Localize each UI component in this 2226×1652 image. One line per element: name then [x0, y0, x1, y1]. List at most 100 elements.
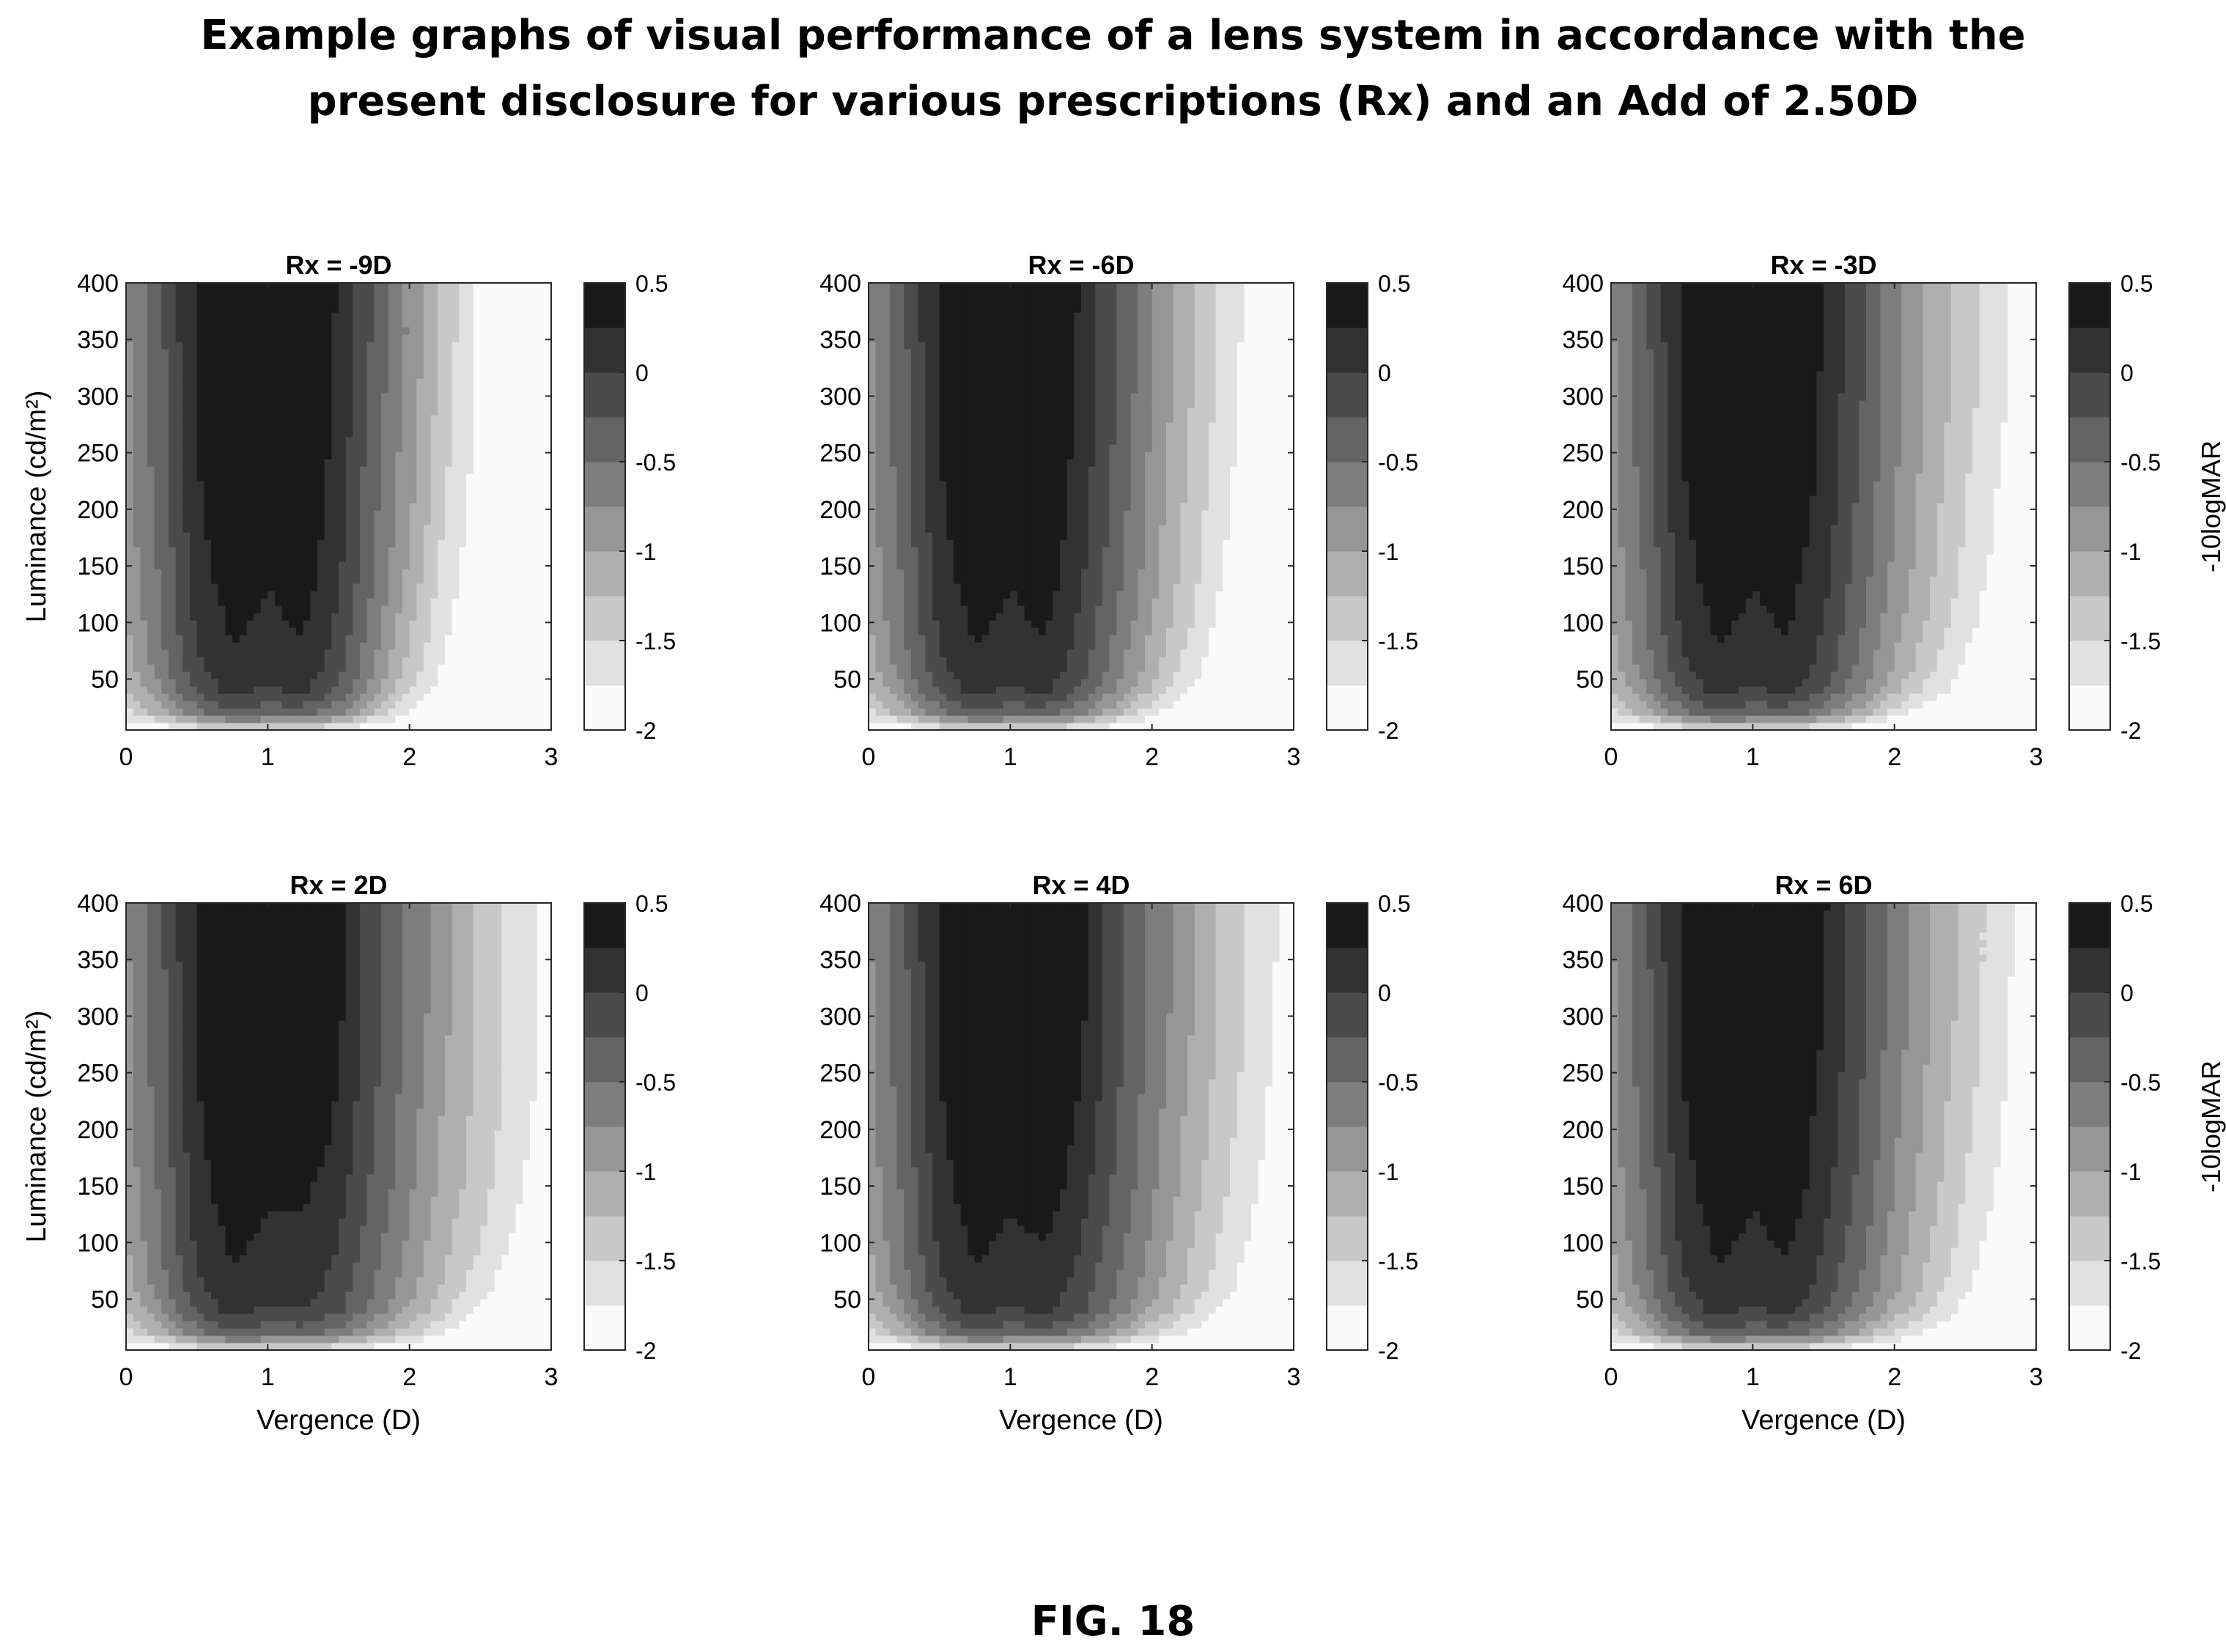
contour-cell — [268, 657, 275, 665]
contour-cell — [346, 459, 353, 467]
contour-cell — [410, 415, 417, 423]
contour-cell — [140, 657, 147, 665]
contour-cell — [946, 635, 954, 643]
contour-cell — [480, 613, 487, 621]
contour-cell — [495, 305, 502, 313]
contour-cell — [310, 386, 317, 394]
contour-cell — [126, 349, 133, 357]
contour-cell — [459, 371, 466, 379]
contour-cell — [487, 305, 495, 313]
contour-cell — [996, 620, 1003, 628]
contour-cell — [897, 649, 904, 657]
contour-cell — [254, 386, 261, 394]
contour-cell — [869, 415, 876, 423]
contour-cell — [381, 495, 388, 504]
contour-cell — [1003, 356, 1011, 364]
contour-cell — [169, 525, 176, 533]
contour-cell — [303, 686, 311, 694]
contour-cell — [918, 510, 926, 518]
contour-cell — [367, 576, 375, 584]
contour-cell — [925, 327, 932, 335]
contour-cell — [402, 488, 410, 496]
contour-cell — [317, 649, 325, 657]
contour-cell — [261, 305, 268, 313]
contour-cell — [940, 305, 947, 313]
contour-cell — [1003, 598, 1011, 606]
contour-cell — [911, 576, 918, 584]
contour-cell — [438, 495, 445, 504]
contour-cell — [918, 591, 926, 599]
contour-cell — [523, 422, 530, 430]
contour-cell — [261, 635, 268, 643]
contour-cell — [516, 627, 523, 635]
contour-cell — [487, 510, 495, 518]
contour-cell — [374, 451, 381, 460]
contour-cell — [975, 525, 982, 533]
contour-cell — [424, 510, 431, 518]
contour-cell — [537, 444, 545, 452]
contour-cell — [968, 693, 975, 701]
contour-cell — [530, 649, 537, 657]
contour-cell — [869, 378, 876, 386]
contour-cell — [495, 495, 502, 504]
contour-cell — [367, 283, 375, 291]
contour-cell — [126, 283, 133, 291]
contour-cell — [169, 605, 176, 613]
contour-cell — [346, 429, 353, 438]
contour-cell — [882, 686, 890, 694]
contour-cell — [480, 334, 487, 342]
contour-cell — [509, 620, 516, 628]
contour-cell — [126, 429, 133, 438]
contour-cell — [989, 547, 996, 555]
contour-cell — [254, 517, 261, 526]
contour-cell — [254, 569, 261, 577]
contour-cell — [932, 327, 940, 335]
contour-cell — [232, 539, 240, 547]
contour-cell — [968, 701, 975, 709]
contour-cell — [890, 320, 897, 328]
contour-cell — [452, 290, 460, 298]
contour-cell — [268, 415, 275, 423]
contour-cell — [509, 437, 516, 445]
contour-cell — [232, 532, 240, 540]
contour-cell — [275, 320, 282, 328]
contour-cell — [331, 327, 339, 335]
contour-cell — [211, 298, 218, 306]
contour-cell — [317, 554, 325, 562]
contour-cell — [126, 679, 133, 687]
contour-cell — [289, 334, 296, 342]
contour-cell — [537, 437, 545, 445]
contour-cell — [530, 627, 537, 635]
contour-cell — [183, 503, 190, 511]
contour-cell — [473, 561, 481, 569]
contour-cell — [523, 342, 530, 350]
contour-cell — [225, 605, 232, 613]
contour-cell — [982, 466, 989, 474]
contour-cell — [360, 671, 367, 679]
contour-cell — [897, 364, 904, 372]
contour-cell — [197, 422, 204, 430]
contour-cell — [204, 503, 211, 511]
contour-cell — [495, 635, 502, 643]
contour-cell — [339, 605, 346, 613]
contour-cell — [1003, 510, 1011, 518]
contour-cell — [155, 371, 162, 379]
contour-cell — [473, 517, 481, 526]
contour-cell — [388, 539, 396, 547]
contour-cell — [275, 298, 282, 306]
contour-cell — [516, 517, 523, 526]
contour-cell — [975, 408, 982, 416]
contour-cell — [133, 649, 141, 657]
contour-cell — [876, 693, 883, 701]
contour-cell — [161, 503, 169, 511]
contour-cell — [261, 664, 268, 672]
contour-cell — [523, 561, 530, 569]
contour-cell — [197, 569, 204, 577]
contour-cell — [876, 598, 883, 606]
contour-cell — [431, 451, 438, 460]
contour-cell — [268, 576, 275, 584]
contour-cell — [339, 415, 346, 423]
contour-cell — [982, 437, 989, 445]
contour-cell — [331, 481, 339, 489]
contour-cell — [431, 393, 438, 401]
